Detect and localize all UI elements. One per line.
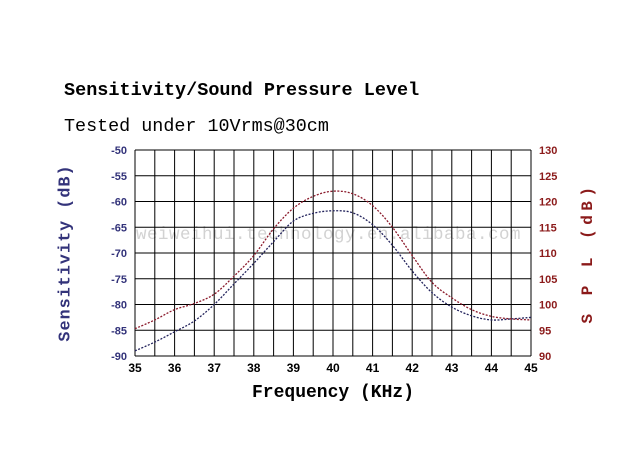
svg-text:36: 36 xyxy=(168,361,182,375)
svg-text:-55: -55 xyxy=(111,171,127,183)
svg-text:43: 43 xyxy=(445,361,459,375)
svg-text:39: 39 xyxy=(287,361,301,375)
svg-text:95: 95 xyxy=(539,325,551,337)
svg-text:-60: -60 xyxy=(111,197,127,209)
svg-text:125: 125 xyxy=(539,171,557,183)
svg-text:37: 37 xyxy=(208,361,222,375)
svg-text:-90: -90 xyxy=(111,351,127,363)
svg-text:120: 120 xyxy=(539,197,557,209)
svg-text:41: 41 xyxy=(366,361,380,375)
svg-text:35: 35 xyxy=(128,361,142,375)
svg-text:-85: -85 xyxy=(111,325,127,337)
svg-text:44: 44 xyxy=(485,361,499,375)
svg-text:45: 45 xyxy=(524,361,538,375)
svg-text:-70: -70 xyxy=(111,248,127,260)
svg-text:-65: -65 xyxy=(111,222,127,234)
svg-text:-80: -80 xyxy=(111,300,127,312)
svg-text:115: 115 xyxy=(539,222,557,234)
svg-text:110: 110 xyxy=(539,248,557,260)
svg-text:38: 38 xyxy=(247,361,261,375)
svg-text:100: 100 xyxy=(539,300,557,312)
svg-text:42: 42 xyxy=(406,361,420,375)
svg-text:90: 90 xyxy=(539,351,551,363)
svg-text:-75: -75 xyxy=(111,274,127,286)
svg-text:130: 130 xyxy=(539,145,557,157)
svg-text:105: 105 xyxy=(539,274,557,286)
svg-text:40: 40 xyxy=(326,361,340,375)
svg-text:-50: -50 xyxy=(111,145,127,157)
